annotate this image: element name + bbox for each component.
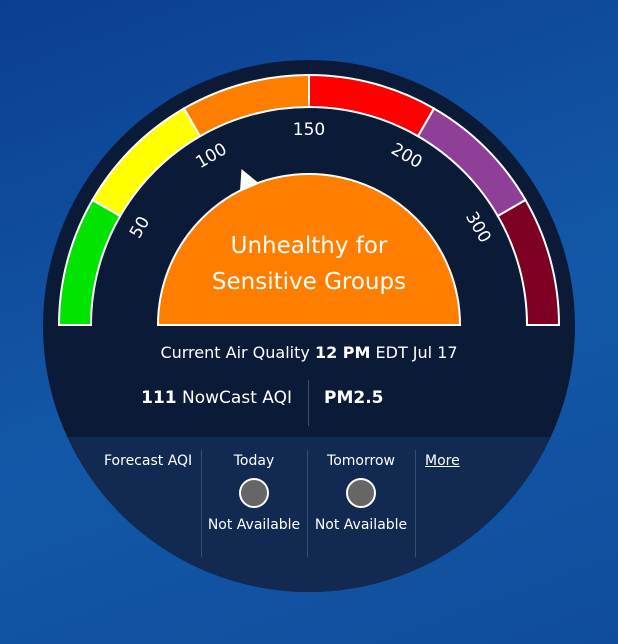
aqi-line: 111 NowCast AQI	[141, 388, 292, 408]
day-name: Today	[233, 453, 275, 469]
gauge-segment	[182, 73, 310, 138]
gauge-segment	[416, 107, 527, 218]
gauge-segment	[496, 198, 561, 326]
more-link[interactable]: More	[425, 453, 460, 469]
current-time: 12 PM	[314, 343, 371, 362]
current-label: Current Air Quality	[160, 343, 310, 362]
day-name: Tomorrow	[327, 453, 395, 469]
tick-label: 50	[126, 213, 154, 242]
divider	[415, 450, 416, 557]
current-date: EDT Jul 17	[375, 343, 458, 362]
gauge-segment	[91, 107, 202, 218]
tick-label: 100	[192, 139, 230, 173]
day-indicator	[346, 478, 376, 508]
tick-label: 200	[387, 139, 425, 173]
forecast-band	[43, 437, 575, 592]
day-indicator	[239, 478, 269, 508]
aqi-label: NowCast AQI	[182, 388, 292, 408]
aqi-value: 111	[141, 388, 177, 408]
current-line: Current Air Quality 12 PM EDT Jul 17	[160, 343, 457, 362]
day-status: Not Available	[314, 517, 408, 533]
category-disc	[156, 173, 462, 326]
gauge-segment	[308, 73, 436, 138]
pollutant: PM2.5	[324, 388, 384, 408]
tick-label: 300	[461, 208, 495, 246]
forecast-label: Forecast AQI	[104, 453, 193, 469]
divider	[308, 380, 309, 426]
divider	[307, 450, 308, 557]
tick-label: 150	[293, 120, 325, 140]
category: Unhealthy for Sensitive Groups	[211, 233, 407, 295]
divider	[201, 450, 202, 557]
needle	[239, 168, 260, 192]
day-status: Not Available	[207, 517, 301, 533]
gauge-segment	[57, 198, 122, 326]
